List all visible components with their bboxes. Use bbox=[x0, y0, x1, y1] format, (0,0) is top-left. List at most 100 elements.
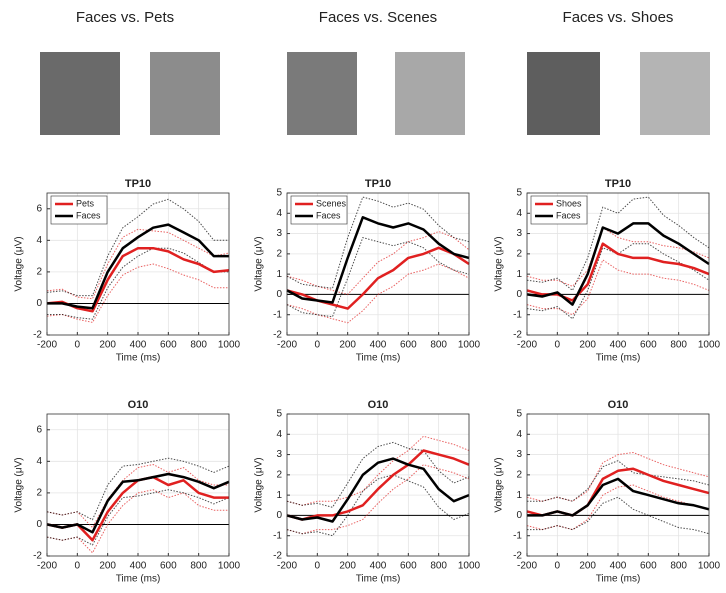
x-tick-label: 0 bbox=[555, 340, 561, 351]
plot-frame bbox=[46, 413, 230, 557]
x-axis-label: Time (ms) bbox=[596, 574, 641, 585]
confidence-bound bbox=[286, 474, 470, 537]
x-tick-label: 1000 bbox=[458, 340, 481, 351]
x-tick-label: 1000 bbox=[698, 561, 721, 572]
x-tick-label: 400 bbox=[130, 561, 147, 572]
series-line bbox=[46, 246, 230, 313]
y-tick-label: -2 bbox=[273, 330, 282, 341]
confidence-bound bbox=[527, 460, 710, 502]
y-tick-label: 2 bbox=[516, 248, 522, 259]
y-tick-label: 4 bbox=[276, 429, 282, 440]
x-tick-label: 800 bbox=[430, 340, 447, 351]
x-tick-label: 600 bbox=[160, 340, 177, 351]
legend-label: Shoes bbox=[556, 198, 582, 208]
y-axis-label: Voltage (μV) bbox=[494, 457, 505, 512]
plot-frame bbox=[526, 413, 710, 557]
x-tick-label: 400 bbox=[130, 340, 147, 351]
x-tick-label: 0 bbox=[75, 340, 81, 351]
x-axis-label: Time (ms) bbox=[356, 353, 401, 364]
chart-title: O10 bbox=[368, 399, 389, 411]
y-tick-label: 1 bbox=[276, 269, 282, 280]
x-axis-label: Time (ms) bbox=[596, 353, 641, 364]
photos bbox=[40, 52, 710, 135]
y-tick-label: 5 bbox=[276, 409, 282, 420]
chart-title: O10 bbox=[128, 399, 149, 411]
y-tick-label: 5 bbox=[276, 188, 282, 199]
series-line bbox=[46, 472, 230, 534]
y-tick-label: 2 bbox=[276, 248, 282, 259]
x-tick-label: -200 bbox=[277, 561, 297, 572]
x-tick-label: -200 bbox=[37, 561, 57, 572]
y-tick-label: 4 bbox=[276, 208, 282, 219]
series-line bbox=[286, 216, 470, 304]
y-tick-label: 2 bbox=[276, 469, 282, 480]
x-tick-label: 800 bbox=[670, 340, 687, 351]
y-tick-label: 3 bbox=[276, 449, 282, 460]
chart-title: TP10 bbox=[605, 178, 631, 190]
photo bbox=[640, 52, 710, 135]
x-tick-label: 200 bbox=[99, 340, 116, 351]
y-tick-label: -1 bbox=[513, 309, 522, 320]
confidence-bound bbox=[46, 263, 229, 323]
column-header: Faces vs. Pets bbox=[76, 9, 174, 26]
x-tick-label: 800 bbox=[670, 561, 687, 572]
y-tick-label: 1 bbox=[516, 269, 522, 280]
x-tick-label: -200 bbox=[517, 561, 537, 572]
x-tick-label: 600 bbox=[400, 340, 417, 351]
y-tick-label: 2 bbox=[36, 488, 42, 499]
x-tick-label: 800 bbox=[430, 561, 447, 572]
x-tick-label: 0 bbox=[315, 561, 321, 572]
y-tick-label: 4 bbox=[516, 429, 522, 440]
y-tick-label: -1 bbox=[273, 530, 282, 541]
x-tick-label: 800 bbox=[190, 340, 207, 351]
x-axis-label: Time (ms) bbox=[116, 574, 161, 585]
legend-label: Pets bbox=[76, 198, 95, 208]
plot-frame bbox=[286, 192, 470, 336]
x-tick-label: 400 bbox=[610, 340, 627, 351]
x-tick-label: 0 bbox=[555, 561, 561, 572]
plot-frame bbox=[286, 413, 470, 557]
y-tick-label: 4 bbox=[516, 208, 522, 219]
x-tick-label: 400 bbox=[370, 561, 387, 572]
x-tick-label: 200 bbox=[579, 561, 596, 572]
x-tick-label: 0 bbox=[75, 561, 81, 572]
series-line bbox=[526, 242, 710, 302]
y-tick-label: 5 bbox=[516, 188, 522, 199]
y-tick-label: 4 bbox=[36, 235, 42, 246]
y-tick-label: -1 bbox=[273, 309, 282, 320]
confidence-bound bbox=[286, 236, 470, 318]
x-axis-label: Time (ms) bbox=[356, 574, 401, 585]
confidence-bound bbox=[47, 247, 229, 320]
photo bbox=[527, 52, 600, 135]
y-tick-label: 0 bbox=[276, 510, 282, 521]
column-header: Faces vs. Shoes bbox=[563, 9, 674, 26]
x-tick-label: -200 bbox=[277, 340, 297, 351]
x-tick-label: 600 bbox=[400, 561, 417, 572]
y-tick-label: 3 bbox=[516, 228, 522, 239]
y-tick-label: -2 bbox=[513, 551, 522, 562]
y-tick-label: 3 bbox=[276, 228, 282, 239]
y-tick-label: 0 bbox=[516, 510, 522, 521]
legend-label: Scenes bbox=[316, 198, 347, 208]
legend-label: Faces bbox=[316, 210, 341, 220]
series-line bbox=[527, 477, 710, 517]
x-tick-label: 400 bbox=[370, 340, 387, 351]
legend-box bbox=[50, 195, 108, 225]
x-tick-label: 1000 bbox=[218, 340, 241, 351]
plot-frame bbox=[46, 192, 230, 336]
confidence-bound bbox=[286, 464, 470, 535]
x-tick-label: 200 bbox=[339, 340, 356, 351]
confidence-bound bbox=[526, 226, 710, 287]
series-line bbox=[526, 222, 710, 306]
confidence-bound bbox=[286, 435, 470, 506]
y-axis-label: Voltage (μV) bbox=[14, 236, 25, 291]
photo bbox=[40, 52, 120, 135]
y-tick-label: -2 bbox=[33, 330, 42, 341]
confidence-bound bbox=[286, 196, 470, 289]
y-tick-label: 0 bbox=[276, 289, 282, 300]
confidence-bound bbox=[286, 263, 470, 324]
series-line bbox=[286, 457, 470, 523]
y-tick-label: 0 bbox=[36, 298, 42, 309]
y-tick-label: 2 bbox=[516, 469, 522, 480]
confidence-bound bbox=[526, 196, 710, 292]
